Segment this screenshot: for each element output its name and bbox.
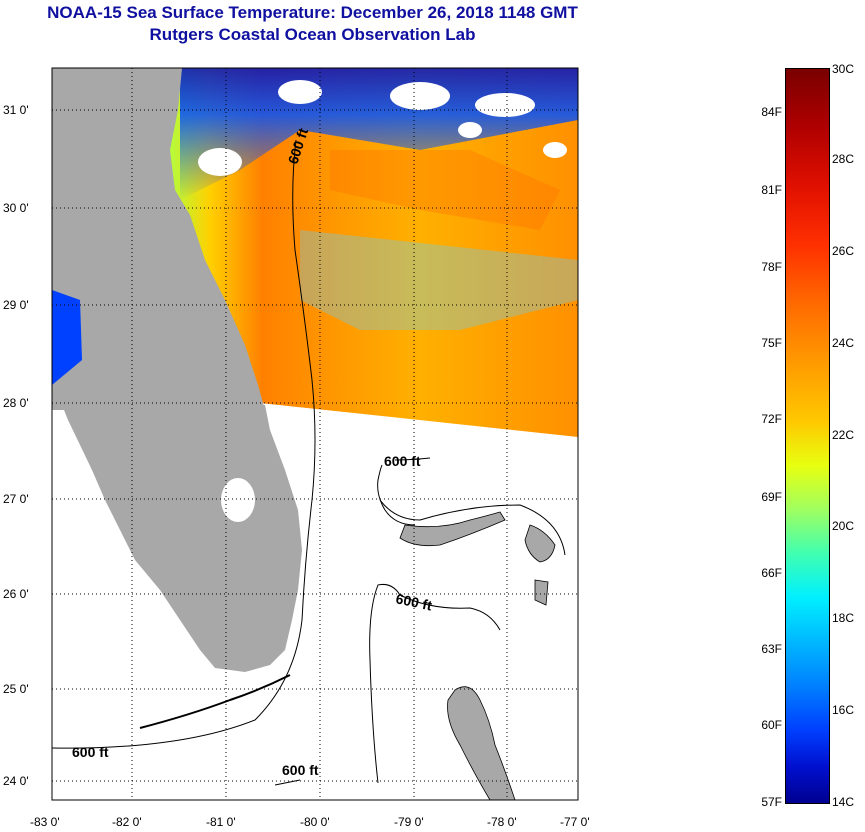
land-florida: [52, 385, 302, 672]
land-grand-bahama: [399, 511, 506, 547]
contour-label-south: 600 ft: [282, 762, 319, 778]
contour-label-mid: 600 ft: [394, 590, 433, 613]
contour-label-bahamas: 600 ft: [384, 453, 421, 469]
colorbar-f-label: 72F: [761, 412, 782, 426]
map-subtitle: Rutgers Coastal Ocean Observation Lab: [149, 25, 476, 44]
colorbar-c-label: 30C: [832, 62, 855, 76]
colorbar-f-label: 57F: [761, 795, 782, 809]
colorbar-c-label: 20C: [832, 519, 855, 533]
florida-keys: [139, 674, 291, 729]
colorbar-f-label: 69F: [761, 490, 782, 504]
colorbar-c-label: 14C: [832, 795, 855, 809]
colorbar-f-label: 84F: [761, 105, 782, 119]
colorbar-f-label: 81F: [761, 183, 782, 197]
lat-label: 28 0': [3, 396, 29, 410]
colorbar-f-label: 78F: [761, 260, 782, 274]
bahama-bank-outline: [379, 499, 566, 556]
colorbar-f-label: 66F: [761, 566, 782, 580]
cloud-gaps: [198, 80, 567, 176]
land-andros: [447, 686, 516, 801]
lon-label: -81 0': [206, 815, 236, 829]
land-eleuthera: [534, 579, 549, 606]
lat-label: 30 0': [3, 201, 29, 215]
lat-label: 25 0': [3, 682, 29, 696]
gulf-water: [52, 290, 82, 385]
lon-label: -82 0': [112, 815, 142, 829]
colorbar-f-label: 75F: [761, 336, 782, 350]
colorbar-c-label: 24C: [832, 336, 855, 350]
lon-label: -79 0': [394, 815, 424, 829]
map-title: NOAA-15 Sea Surface Temperature: Decembe…: [47, 3, 578, 22]
colorbar-c-label: 22C: [832, 428, 855, 442]
latitude-labels: 31 0' 30 0' 29 0' 28 0' 27 0' 26 0' 25 0…: [3, 103, 29, 788]
lon-label: -83 0': [30, 815, 60, 829]
colorbar-c-label: 28C: [832, 152, 855, 166]
longitude-labels: -83 0' -82 0' -81 0' -80 0' -79 0' -78 0…: [30, 815, 590, 829]
lat-label: 27 0': [3, 492, 29, 506]
colorbar-f-label: 60F: [761, 718, 782, 732]
lon-label: -80 0': [300, 815, 330, 829]
isobath-600ft: [51, 139, 501, 786]
lat-label: 31 0': [3, 103, 29, 117]
land-north: [52, 68, 265, 410]
colorbar-c-label: 18C: [832, 611, 855, 625]
colorbar-c-label: 26C: [832, 244, 855, 258]
lon-label: -77 0': [560, 815, 590, 829]
colorbar-f-label: 63F: [761, 642, 782, 656]
temperature-colorbar: 84F 81F 78F 75F 72F 69F 66F 63F 60F 57F …: [750, 60, 865, 832]
colorbar-c-label: 16C: [832, 703, 855, 717]
contour-label-southwest: 600 ft: [72, 744, 109, 760]
map-frame: [51, 67, 579, 801]
sst-warm-patch: [330, 150, 560, 230]
colorbar-gradient: [785, 68, 830, 804]
lat-label: 29 0': [3, 298, 29, 312]
lake-okeechobee: [221, 478, 255, 522]
lat-label: 24 0': [3, 774, 29, 788]
lon-label: -78 0': [487, 815, 517, 829]
land-abaco: [524, 524, 556, 563]
lat-label: 26 0': [3, 587, 29, 601]
